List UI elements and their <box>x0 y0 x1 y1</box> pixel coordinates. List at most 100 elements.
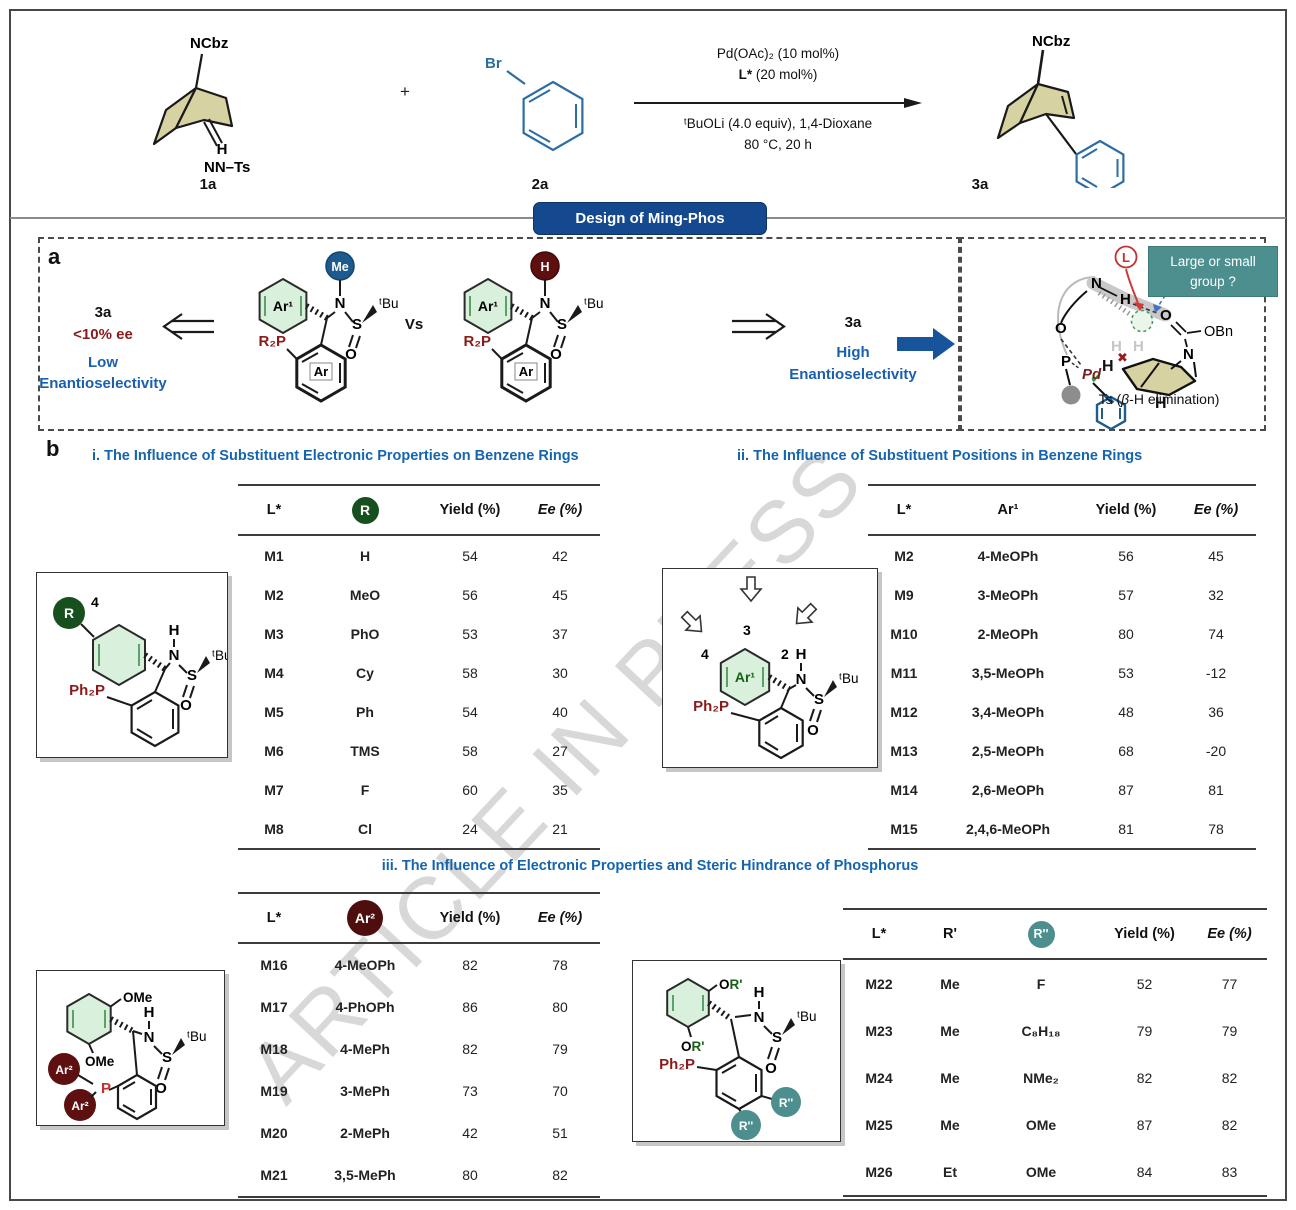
table-row: M13 2,5-MeOPh 68 -20 <box>868 731 1256 770</box>
table-header-row: L* Ar¹ Yield (%) Ee (%) <box>868 485 1256 535</box>
table-cell: 78 <box>1208 820 1224 837</box>
table-cell: 84 <box>1136 1163 1153 1180</box>
table-cell: 52 <box>1136 975 1153 992</box>
table-header-row: L* R Yield (%) Ee (%) <box>238 485 600 535</box>
svg-text:N: N <box>144 1029 155 1046</box>
panel-a-right-box <box>958 237 1266 431</box>
table-cell: OMe <box>1025 1163 1057 1180</box>
col-header-ee: Ee (%) <box>537 910 583 926</box>
table-cell: 79 <box>1136 1022 1153 1039</box>
table-cell: 77 <box>1221 975 1238 992</box>
table-cell: 3,5-MePh <box>334 1167 396 1183</box>
table-cell: H <box>359 547 371 564</box>
table-row: M26 Et OMe 84 83 <box>843 1148 1267 1196</box>
table-cell: 81 <box>1118 820 1134 837</box>
table-cell: M15 <box>890 820 918 837</box>
rdp-badge: R'' <box>1027 920 1055 948</box>
svg-text:R'': R'' <box>779 1096 794 1110</box>
col-header-yield: Yield (%) <box>439 502 501 518</box>
table-cell: 58 <box>462 742 478 759</box>
table-cell: M16 <box>260 957 288 973</box>
table-row: M25 Me OMe 87 82 <box>843 1101 1267 1148</box>
col-header-rdoubleprime: R'' <box>985 909 1097 959</box>
section-iii-heading: iii. The Influence of Electronic Propert… <box>381 858 919 874</box>
col-header-yield: Yield (%) <box>1114 926 1175 942</box>
table-phosphorus-substituents: L* R' R'' Yield (%) Ee (%) M22 Me F 52 77 M23… <box>843 908 1267 1197</box>
table-cell: PhO <box>350 625 380 642</box>
table-cell: TMS <box>350 742 380 759</box>
table-cell: 42 <box>552 547 568 564</box>
svg-text:R₂P: R₂P <box>463 333 491 350</box>
table-cell: 4-MeOPh <box>334 957 396 973</box>
svg-text:O: O <box>180 697 192 714</box>
table-cell: 56 <box>1118 547 1134 564</box>
table-cell: 37 <box>552 625 568 642</box>
table-cell: M8 <box>264 820 284 837</box>
table-row: M19 3-MePh 73 70 <box>238 1070 600 1112</box>
table-cell: 27 <box>552 742 568 759</box>
svg-text:Me: Me <box>331 260 348 274</box>
table-cell: 3-MeOPh <box>977 586 1039 603</box>
svg-text:H: H <box>144 1004 155 1021</box>
table-row: M2 4-MeOPh 56 45 <box>868 535 1256 575</box>
table-cell: 2,6-MeOPh <box>971 781 1045 798</box>
table-cell: Me <box>940 1116 960 1133</box>
svg-text:P: P <box>1061 353 1071 370</box>
condition-line-4: 80 °C, 20 h <box>744 136 812 152</box>
svg-text:O: O <box>765 1060 777 1077</box>
table-cell: M24 <box>865 1069 893 1086</box>
svg-text:4: 4 <box>91 594 99 610</box>
svg-text:4: 4 <box>701 646 709 662</box>
table-cell: 45 <box>552 586 568 603</box>
table-cell: 3,5-MeOPh <box>971 664 1045 681</box>
svg-text:2: 2 <box>781 646 789 662</box>
table-cell: 54 <box>462 703 478 720</box>
table-cell: 56 <box>462 586 478 603</box>
table-cell: 54 <box>462 547 478 564</box>
large-or-small-group-box: Large or small group ? <box>1148 246 1278 298</box>
table-cell: M18 <box>260 1041 288 1057</box>
table-cell: 30 <box>552 664 568 681</box>
check-icon: ✔ <box>1090 370 1103 387</box>
retro-arrow-left-icon <box>162 313 214 340</box>
rdp-circle <box>731 1110 761 1140</box>
col-header-ligand: L* <box>266 910 282 926</box>
table-cell: 4-MePh <box>340 1041 390 1057</box>
table-electronic-properties: L* R Yield (%) Ee (%) M1 H 54 42 M2 MeO 56 45 M3… <box>238 484 600 850</box>
gray-ball <box>1061 385 1081 405</box>
table-cell: NMe₂ <box>1023 1069 1059 1086</box>
table-row: M4 Cy 58 30 <box>238 653 600 692</box>
reaction-arrow-icon <box>634 98 922 108</box>
svg-text:R'': R'' <box>739 1119 754 1133</box>
col-header-ligand: L* <box>896 502 912 518</box>
implication-arrow-icon <box>897 328 955 360</box>
svg-text:O: O <box>155 1080 167 1097</box>
svg-text:H: H <box>540 260 549 274</box>
table-cell: M17 <box>260 999 288 1015</box>
table-cell: 2,4,6-MeOPh <box>965 820 1051 837</box>
retro-arrow-right-icon <box>732 313 786 340</box>
col-header-rprime: R' <box>943 926 957 942</box>
table-cell: 74 <box>1208 625 1224 642</box>
panel-a-left-box <box>38 237 962 431</box>
high-selectivity-result: 3a High Enantioselectivity <box>789 314 917 383</box>
table-row: M8 Cl 24 21 <box>238 809 600 849</box>
svg-text:N: N <box>169 647 180 664</box>
table-cell: 36 <box>1208 703 1224 720</box>
compound-label-3a: 3a <box>971 176 989 193</box>
col-header-ligand: L* <box>871 926 887 942</box>
table-cell: 2,5-MeOPh <box>971 742 1045 759</box>
table-row: M21 3,5-MePh 80 82 <box>238 1154 600 1197</box>
svg-text:O: O <box>550 346 562 363</box>
table-cell: 53 <box>1118 664 1134 681</box>
table-cell: Et <box>943 1163 957 1180</box>
svg-text:N: N <box>540 295 551 312</box>
col-header-yield: Yield (%) <box>439 910 501 926</box>
table-cell: 4-PhOPh <box>335 999 395 1015</box>
table-row: M24 Me NMe₂ 82 82 <box>843 1054 1267 1101</box>
vs-label: Vs <box>404 316 424 333</box>
table-row: M9 3-MeOPh 57 32 <box>868 575 1256 614</box>
table-cell: M10 <box>890 625 918 642</box>
table-cell: Me <box>940 1022 960 1039</box>
